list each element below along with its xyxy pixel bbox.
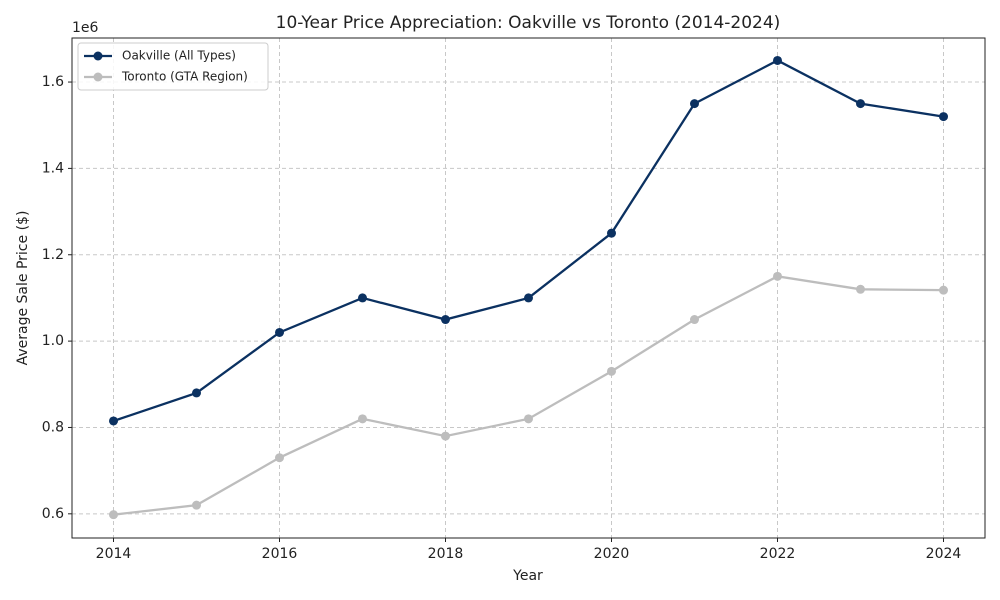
y-tick-label: 0.6 [42,506,64,522]
point [275,453,284,463]
point [441,431,450,441]
series-line [113,59,944,423]
point [192,388,201,398]
y-tick-label: 1.2 [42,247,64,263]
y-tick-label: 1.0 [42,333,64,349]
x-tick-label: 2018 [428,546,464,562]
y-tick-label: 1.6 [42,74,64,90]
point [690,315,699,325]
point [275,327,284,337]
point [939,285,948,295]
series-line [113,275,944,516]
point [607,366,616,376]
x-tick-label: 2014 [96,546,132,562]
point [856,284,865,294]
legend-box [77,42,269,91]
point [690,99,699,109]
point [192,500,201,510]
legend-marker [93,51,103,61]
x-tick-label: 2022 [760,546,796,562]
x-tick-label: 2024 [926,546,962,562]
point [773,55,782,65]
point [441,315,450,325]
x-axis-label: Year [512,568,543,584]
plot-frame [71,37,986,539]
x-tick-label: 2020 [594,546,630,562]
point [524,414,533,424]
point [358,414,367,424]
legend-label: Oakville (All Types) [122,49,236,63]
point [109,510,118,520]
point [773,271,782,281]
point [358,293,367,303]
point [109,416,118,426]
x-tick-label: 2016 [262,546,298,562]
y-tick-label: 0.8 [42,419,64,435]
legend-label: Toronto (GTA Region) [121,70,248,84]
y-offset-label: 1e6 [72,20,99,36]
point [939,112,948,122]
y-tick-label: 1.4 [42,160,64,176]
legend-marker [93,72,103,82]
point [856,99,865,109]
chart-title: 10-Year Price Appreciation: Oakville vs … [276,13,781,33]
point [607,228,616,238]
point [524,293,533,303]
y-axis-label: Average Sale Price ($) [15,211,31,366]
